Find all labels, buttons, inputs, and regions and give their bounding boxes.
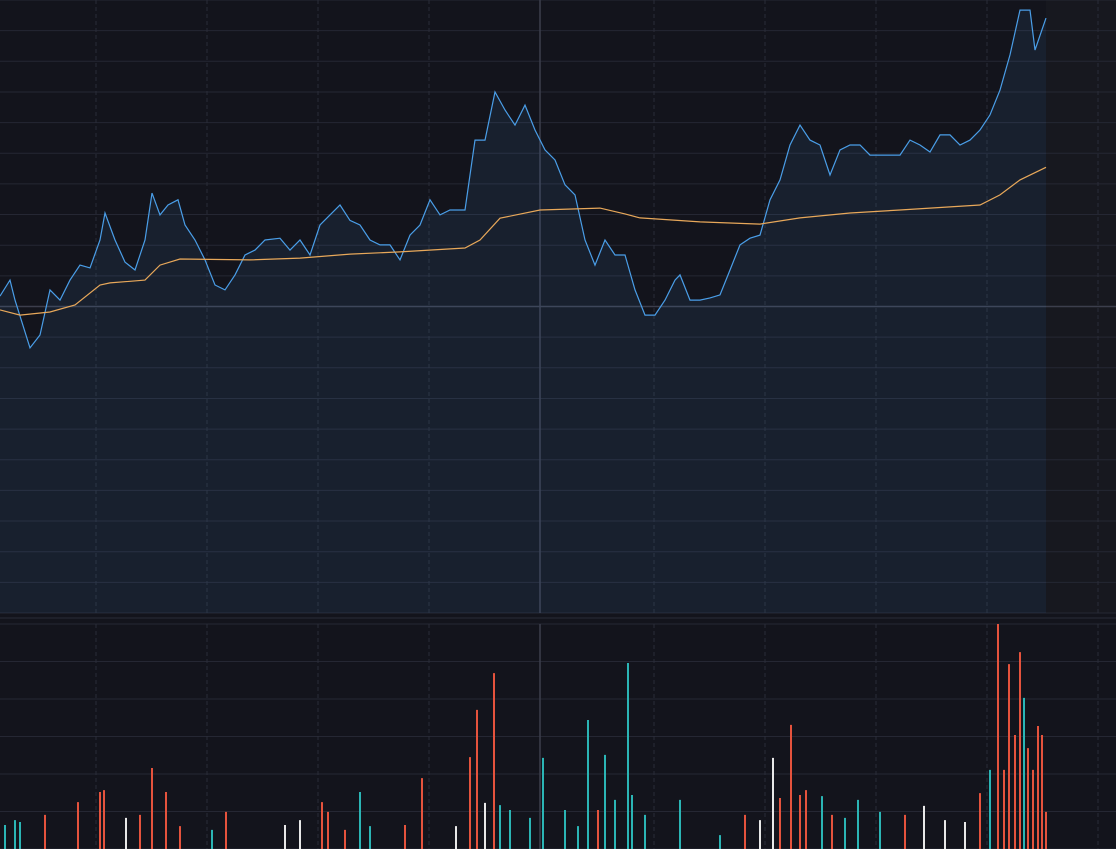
volume-bar [964, 822, 966, 849]
volume-bar [1003, 769, 1005, 849]
volume-bar [455, 826, 457, 849]
volume-bar [77, 802, 79, 849]
volume-bar [614, 799, 616, 849]
volume-bar [627, 663, 629, 849]
volume-bar [404, 825, 406, 849]
volume-bar [597, 810, 599, 849]
volume-bar [542, 757, 544, 849]
volume-bar [103, 790, 105, 849]
volume-bar [857, 799, 859, 849]
volume-bar [923, 805, 925, 849]
volume-bar [844, 817, 846, 849]
volume-bar [719, 835, 721, 849]
volume-bar [1023, 697, 1025, 849]
volume-bar [577, 826, 579, 849]
volume-bar [151, 768, 153, 849]
volume-bar [759, 820, 761, 849]
volume-bar [19, 822, 21, 849]
volume-bar [299, 820, 301, 849]
volume-bar [1008, 664, 1010, 849]
volume-bar [679, 799, 681, 849]
volume-bar [831, 814, 833, 849]
volume-bar [772, 757, 774, 849]
volume-bar [484, 802, 486, 849]
volume-bar [1041, 735, 1043, 849]
price-area [0, 10, 1046, 614]
volume-bar [631, 795, 633, 849]
volume-bar [1032, 769, 1034, 849]
volume-bar [509, 810, 511, 849]
volume-bar [564, 810, 566, 849]
volume-bar [225, 811, 227, 849]
volume-bar [493, 673, 495, 849]
volume-bar [644, 814, 646, 849]
volume-bar [587, 720, 589, 849]
volume-bar [499, 805, 501, 849]
volume-bar [4, 825, 6, 849]
volume-bar [211, 829, 213, 849]
volume-bar [421, 778, 423, 849]
volume-bar [1019, 652, 1021, 849]
volume-bar [469, 757, 471, 849]
volume-bar [1014, 735, 1016, 849]
volume-bar [879, 811, 881, 849]
average-line [0, 166, 1047, 316]
volume-bar [904, 814, 906, 849]
volume-bar [476, 709, 478, 849]
volume-bar [327, 811, 329, 849]
volume-bar [805, 790, 807, 849]
volume-bar [284, 825, 286, 849]
volume-bar [44, 814, 46, 849]
volume-bar [790, 724, 792, 849]
volume-bar [529, 817, 531, 849]
volume-bar [979, 793, 981, 849]
volume-bar [99, 792, 101, 849]
volume-bar [14, 820, 16, 849]
volume-bar [997, 624, 999, 849]
volume-bar [359, 792, 361, 849]
volume-bar [744, 814, 746, 849]
volume-bar [799, 795, 801, 849]
volume-bar [125, 817, 127, 849]
volume-bar [604, 754, 606, 849]
volume-bar [944, 820, 946, 849]
volume-bar [779, 798, 781, 849]
volume-bar [1045, 811, 1047, 849]
volume-bar [321, 802, 323, 849]
volume-bar [179, 826, 181, 849]
volume-bar [989, 769, 991, 849]
price-line [0, 9, 1047, 350]
volume-bar [344, 829, 346, 849]
volume-bar [1027, 748, 1029, 849]
volume-bar [165, 792, 167, 849]
volume-bar [821, 796, 823, 849]
volume-bar [1037, 726, 1039, 849]
volume-bar [369, 826, 371, 849]
volume-bar [139, 814, 141, 849]
